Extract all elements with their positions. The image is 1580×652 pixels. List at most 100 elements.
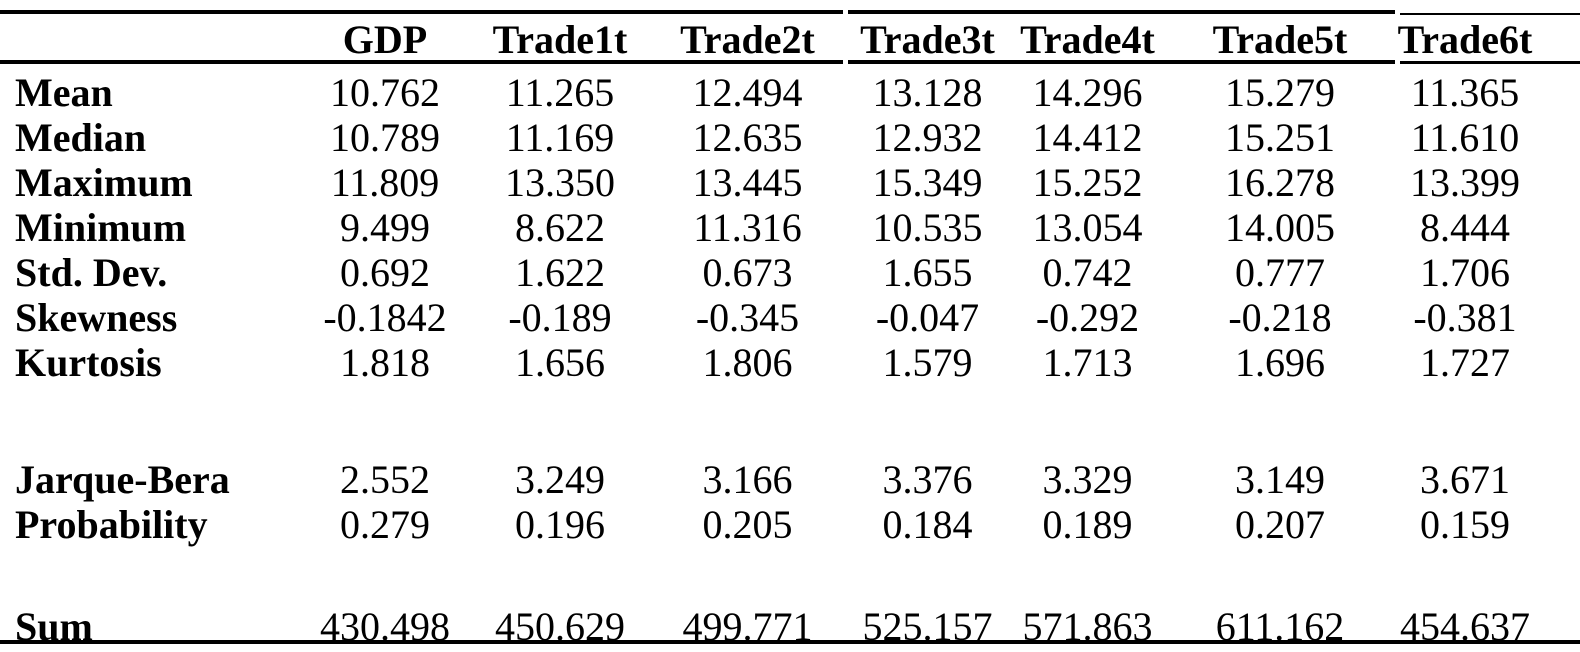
cell: 3.149	[1235, 456, 1325, 502]
column-header-trade2t: Trade2t	[680, 17, 815, 62]
cell: 0.205	[702, 501, 793, 547]
row-label: Sum	[15, 604, 93, 649]
table-row: Skewness -0.1842 -0.189 -0.345 -0.047 -0.292 -…	[0, 295, 1580, 340]
cell: 15.349	[872, 159, 983, 205]
cell	[1165, 385, 1395, 457]
cell: 3.376	[882, 456, 973, 502]
table-row: Jarque-Bera 2.552 3.249 3.166 3.376 3.329 3.14…	[0, 457, 1580, 502]
cell: 454.637	[1400, 604, 1530, 649]
cell: 1.696	[1235, 339, 1325, 385]
cell: 611.162	[1215, 604, 1345, 649]
cell: 8.622	[515, 204, 605, 250]
cell	[300, 547, 470, 605]
cell: 0.279	[340, 501, 430, 547]
row-label-header	[0, 0, 300, 70]
cell	[470, 547, 650, 605]
table-row: Median 10.789 11.169 12.635 12.932 14.412 15.2…	[0, 115, 1580, 160]
cell	[1395, 547, 1580, 605]
cell: -0.292	[1035, 294, 1140, 340]
cell	[1165, 547, 1395, 605]
spacer-row	[0, 547, 1580, 605]
row-label: Std. Dev.	[15, 249, 168, 295]
row-label: Jarque-Bera	[15, 456, 230, 502]
cell: 15.251	[1225, 114, 1335, 160]
cell: 10.762	[330, 69, 440, 115]
top-rule-left-segment	[0, 10, 843, 14]
cell: 14.296	[1032, 69, 1143, 115]
cell: 11.365	[1410, 69, 1520, 115]
cell	[650, 547, 845, 605]
cell: -0.345	[695, 294, 800, 340]
cell	[845, 385, 1010, 457]
cell: 0.159	[1420, 501, 1510, 547]
cell	[1010, 385, 1165, 457]
header-rule-right-segment	[1400, 61, 1580, 64]
cell: 8.444	[1420, 204, 1510, 250]
row-label: Maximum	[15, 159, 193, 205]
cell: 11.316	[693, 204, 802, 250]
table-row: Std. Dev. 0.692 1.622 0.673 1.655 0.742 0.777 1…	[0, 250, 1580, 295]
cell: 3.166	[702, 456, 793, 502]
cell: 0.207	[1235, 501, 1325, 547]
header-row: GDP Trade1t Trade2t Trade3t Trade4t Trad…	[0, 0, 1580, 70]
header-rule-middle-segment	[848, 60, 1395, 64]
cell: 499.771	[682, 604, 813, 649]
column-header-trade5t: Trade5t	[1212, 17, 1348, 62]
table-row: Sum 430.498 450.629 499.771 525.157 571.863 61…	[0, 605, 1580, 649]
table-row: Minimum 9.499 8.622 11.316 10.535 13.054 14.00…	[0, 205, 1580, 250]
row-label	[0, 385, 300, 457]
cell	[1010, 547, 1165, 605]
cell: 525.157	[862, 604, 993, 649]
column-header-trade6t: Trade6t	[1397, 17, 1533, 62]
column-header-trade3t: Trade3t	[860, 17, 995, 62]
cell: -0.1842	[323, 294, 447, 340]
spacer-row	[0, 385, 1580, 457]
cell	[300, 385, 470, 457]
cell	[845, 547, 1010, 605]
cell: 0.692	[340, 249, 430, 295]
cell: 1.655	[882, 249, 973, 295]
bottom-rule	[0, 640, 1580, 644]
cell: 10.535	[872, 204, 983, 250]
cell: 11.610	[1410, 114, 1520, 160]
cell: 14.412	[1032, 114, 1143, 160]
cell: 1.622	[515, 249, 605, 295]
column-header-trade1t: Trade1t	[492, 17, 628, 62]
cell: 0.196	[515, 501, 605, 547]
top-rule-middle-segment	[848, 10, 1395, 14]
cell: 15.252	[1032, 159, 1143, 205]
cell: 14.005	[1225, 204, 1335, 250]
top-rule-right-segment	[1400, 13, 1580, 15]
cell: 13.054	[1032, 204, 1143, 250]
row-label	[0, 547, 300, 605]
row-label: Probability	[15, 501, 208, 547]
cell: 0.673	[702, 249, 793, 295]
cell: 0.184	[882, 501, 973, 547]
cell: 12.635	[692, 114, 803, 160]
cell: 3.329	[1042, 456, 1133, 502]
cell: 1.713	[1042, 339, 1133, 385]
cell: 2.552	[340, 456, 430, 502]
column-header-gdp: GDP	[342, 17, 428, 62]
cell: 1.656	[515, 339, 605, 385]
row-label: Mean	[15, 69, 113, 115]
cell: -0.218	[1228, 294, 1332, 340]
cell: 15.279	[1225, 69, 1335, 115]
cell: 3.671	[1420, 456, 1510, 502]
cell: -0.189	[508, 294, 612, 340]
cell: 1.727	[1420, 339, 1510, 385]
cell: 11.265	[505, 69, 615, 115]
table-row: Maximum 11.809 13.350 13.445 15.349 15.252 16.…	[0, 160, 1580, 205]
cell: 16.278	[1225, 159, 1335, 205]
cell: -0.047	[875, 294, 980, 340]
row-label: Median	[15, 114, 147, 160]
cell: 11.809	[330, 159, 440, 205]
cell: 12.494	[692, 69, 803, 115]
table-row: Mean 10.762 11.265 12.494 13.128 14.296 15.279…	[0, 70, 1580, 115]
cell: 3.249	[515, 456, 605, 502]
cell: 450.629	[495, 604, 625, 649]
cell: 0.189	[1042, 501, 1133, 547]
cell	[1395, 385, 1580, 457]
